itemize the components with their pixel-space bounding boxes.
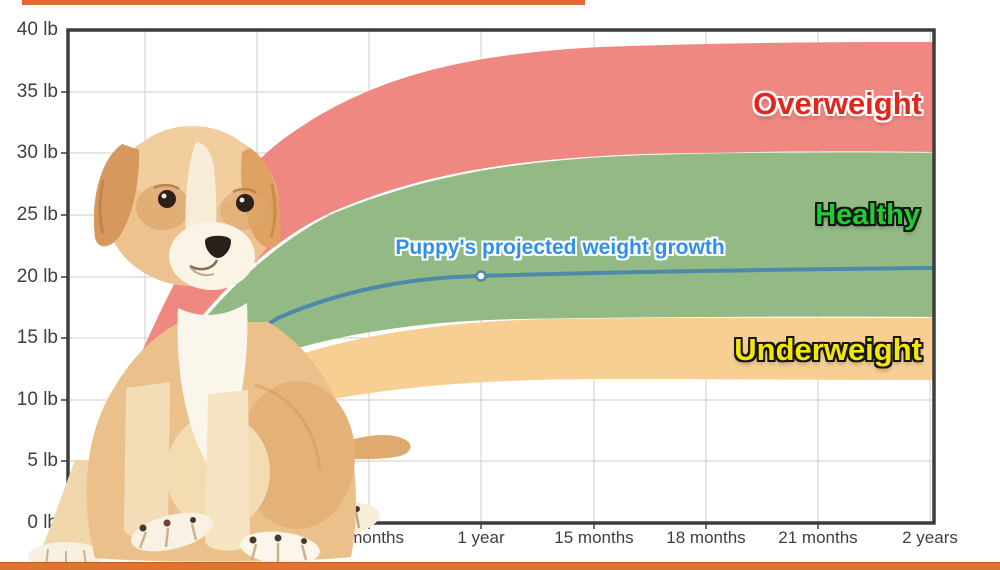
y-axis-label-25: 25 lb <box>16 204 58 225</box>
x-axis-label-21mo: 21 months <box>778 528 858 547</box>
y-axis-label-5: 5 lb <box>27 450 58 471</box>
one-year-marker-dot <box>475 270 487 282</box>
x-axis-label-1yr: 1 year <box>457 528 505 547</box>
y-axis-label-30: 30 lb <box>16 142 58 163</box>
underweight-zone-label: Underweight <box>734 332 922 367</box>
overweight-zone-label: Overweight <box>753 86 922 121</box>
y-axis-label-40: 40 lb <box>16 19 58 40</box>
x-axis-label-18mo: 18 months <box>666 528 746 547</box>
y-axis-label-35: 35 lb <box>16 81 58 102</box>
top-accent-bar <box>22 0 585 5</box>
y-axis-label-15: 15 lb <box>16 327 58 348</box>
healthy-band <box>104 152 934 484</box>
healthy-zone-label: Healthy <box>815 199 920 231</box>
projected-weight-line-label: Puppy's projected weight growth <box>395 236 725 259</box>
x-axis-label-2yr: 2 years <box>902 528 958 547</box>
bottom-accent-bar <box>0 562 1000 570</box>
x-axis-label-15mo: 15 months <box>554 528 634 547</box>
y-axis-label-10: 10 lb <box>16 389 58 410</box>
y-axis-label-20: 20 lb <box>16 266 58 287</box>
overweight-band <box>93 42 934 470</box>
plot-border <box>66 28 936 525</box>
underweight-band <box>112 317 934 496</box>
